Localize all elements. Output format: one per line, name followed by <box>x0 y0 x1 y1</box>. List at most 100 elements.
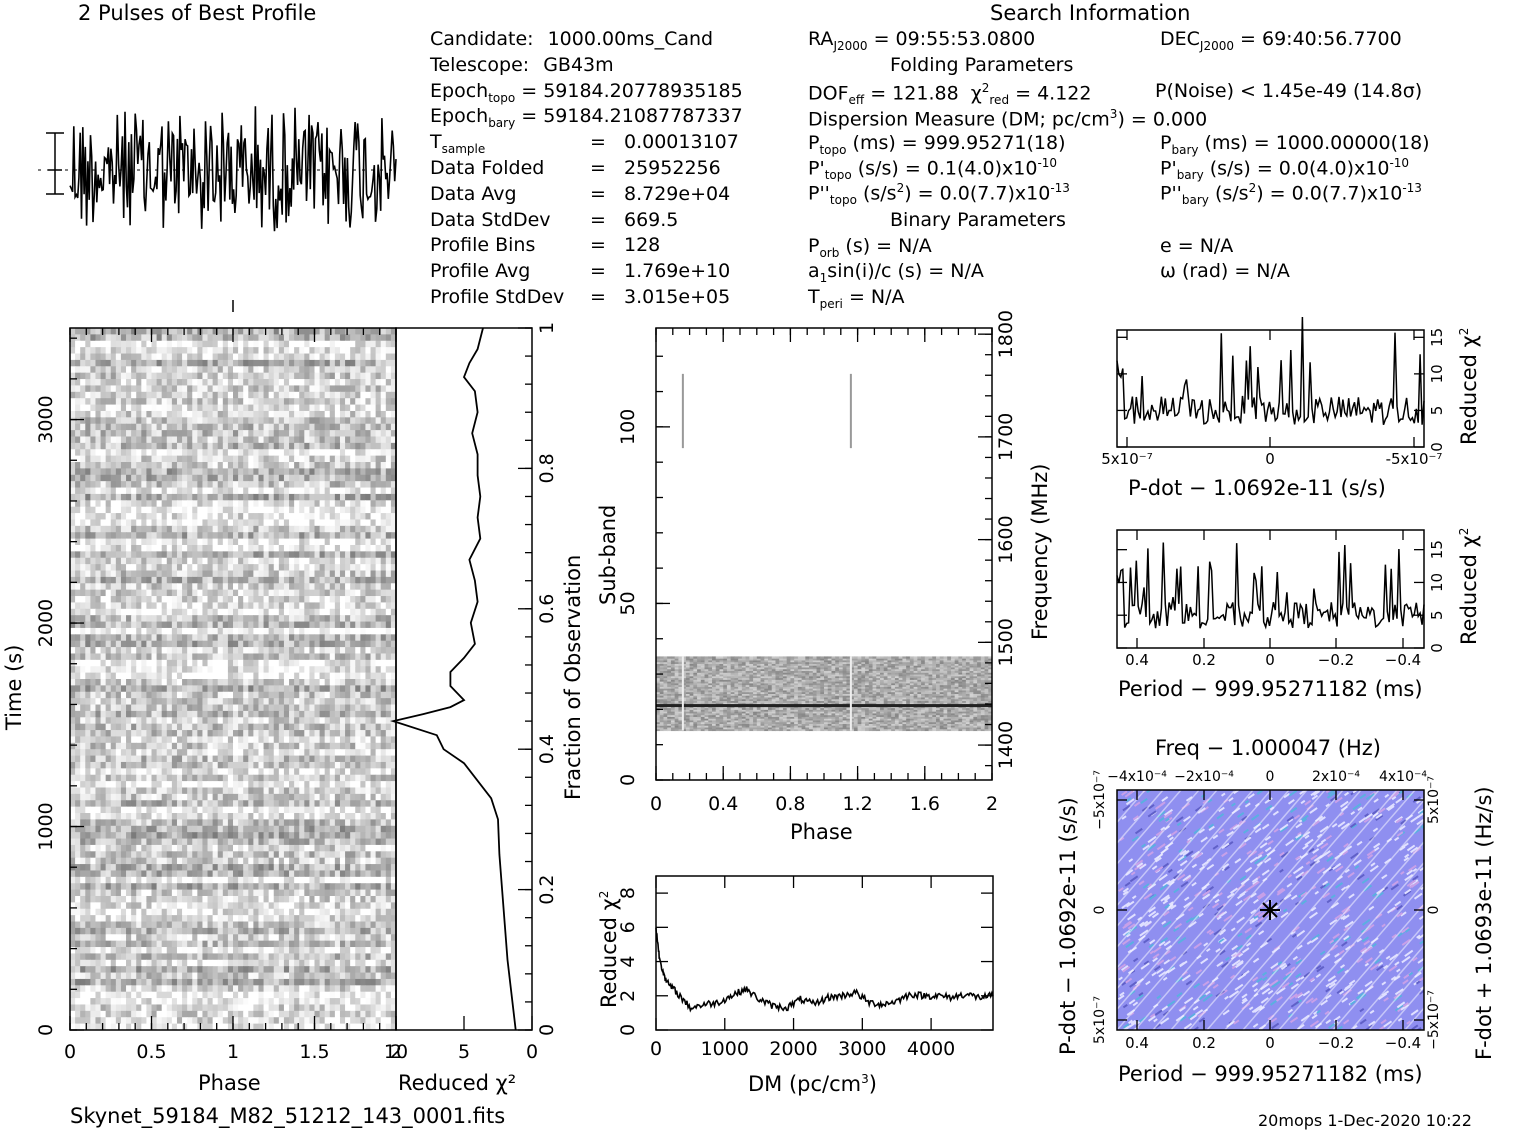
tp-cell <box>329 602 336 610</box>
tp-cell <box>187 379 193 387</box>
tp-cell <box>212 640 219 648</box>
tp-cell <box>80 742 86 750</box>
tp-cell <box>365 525 372 533</box>
tp-cell <box>355 602 361 610</box>
tp-cell <box>100 347 107 355</box>
tp-cell <box>350 442 356 450</box>
tp-cell <box>238 474 244 482</box>
tp-cell <box>156 410 163 418</box>
tp-cell <box>324 698 331 706</box>
tp-cell <box>197 430 204 438</box>
tp-cell <box>171 474 178 482</box>
tp-cell <box>248 353 254 361</box>
tp-cell <box>192 704 198 712</box>
tp-cell <box>243 570 249 578</box>
tp-cell <box>253 723 260 731</box>
tp-cell <box>70 398 76 406</box>
tp-cell <box>324 749 331 757</box>
tp-cell <box>161 634 168 642</box>
tp-cell <box>258 710 265 718</box>
tp-cell <box>350 679 356 686</box>
tp-cell <box>70 487 76 495</box>
tp-cell <box>238 685 244 693</box>
tp-cell <box>294 328 300 335</box>
tp-cell <box>309 564 316 572</box>
tp-cell <box>217 781 224 789</box>
tp-cell <box>253 398 260 406</box>
tp-cell <box>85 672 91 680</box>
tp-cell <box>238 398 244 406</box>
tp-cell <box>253 570 260 578</box>
tp-cell <box>253 366 260 374</box>
tp-cell <box>370 391 377 399</box>
tp-cell <box>176 583 183 591</box>
tp-cell <box>187 621 193 629</box>
tp-cell <box>283 532 290 540</box>
tp-cell <box>253 532 260 540</box>
tp-cell <box>304 710 311 718</box>
tp-cell <box>126 647 132 655</box>
tp-cell <box>243 519 249 527</box>
tp-cell <box>329 787 336 795</box>
tp-cell <box>268 730 275 738</box>
tp-cell <box>207 615 214 623</box>
tp-cell <box>294 749 300 757</box>
tp-cell <box>95 685 102 693</box>
tp-cell <box>192 800 198 808</box>
tp-cell <box>207 774 214 782</box>
tp-cell <box>370 679 377 686</box>
tp-cell <box>207 334 214 342</box>
tp-cell <box>141 366 148 374</box>
tp-cell <box>85 615 91 623</box>
tp-cell <box>80 468 86 476</box>
tp-cell <box>258 417 265 425</box>
tp-cell <box>248 391 254 399</box>
tp-cell <box>345 698 351 706</box>
tp-cell <box>187 755 193 763</box>
tp-cell <box>263 455 270 463</box>
tp-cell <box>390 379 396 387</box>
tp-cell <box>80 436 86 444</box>
tp-cell <box>85 742 91 750</box>
tp-cell <box>360 532 367 540</box>
tp-cell <box>85 372 91 380</box>
tp-cell <box>375 672 382 680</box>
tp-cell <box>75 736 81 744</box>
tp-cell <box>70 385 76 393</box>
tp-cell <box>334 500 341 508</box>
tp-cell <box>80 564 86 572</box>
tp-cell <box>90 813 97 820</box>
tp-cell <box>304 774 311 782</box>
tp-cell <box>314 615 321 623</box>
tp-cell <box>370 672 377 680</box>
tp-cell <box>324 647 331 655</box>
tp-cell <box>176 615 183 623</box>
tp-cell <box>345 519 351 527</box>
tp-cell <box>151 532 158 540</box>
tp-cell <box>248 551 254 559</box>
tp-cell <box>370 717 377 725</box>
tp-cell <box>283 698 290 706</box>
tp-cell <box>243 417 249 425</box>
tp-cell <box>314 481 321 489</box>
tp-cell <box>385 557 392 565</box>
tp-cell <box>350 564 356 572</box>
tp-cell <box>80 723 86 731</box>
tp-cell <box>197 417 204 425</box>
tp-cell <box>253 608 260 616</box>
tp-cell <box>248 506 254 514</box>
tp-cell <box>227 436 234 444</box>
tp-cell <box>294 525 300 533</box>
tp-cell <box>339 647 346 655</box>
tp-cell <box>156 519 163 527</box>
tp-cell <box>197 551 204 559</box>
tp-cell <box>136 640 142 648</box>
tp-cell <box>345 538 351 546</box>
tp-cell <box>141 653 148 661</box>
tp-cell <box>319 755 326 763</box>
tp-cell <box>187 423 193 431</box>
tp-cell <box>258 793 265 801</box>
tp-cell <box>176 819 183 827</box>
tp-cell <box>110 430 117 438</box>
tp-cell <box>299 366 305 374</box>
